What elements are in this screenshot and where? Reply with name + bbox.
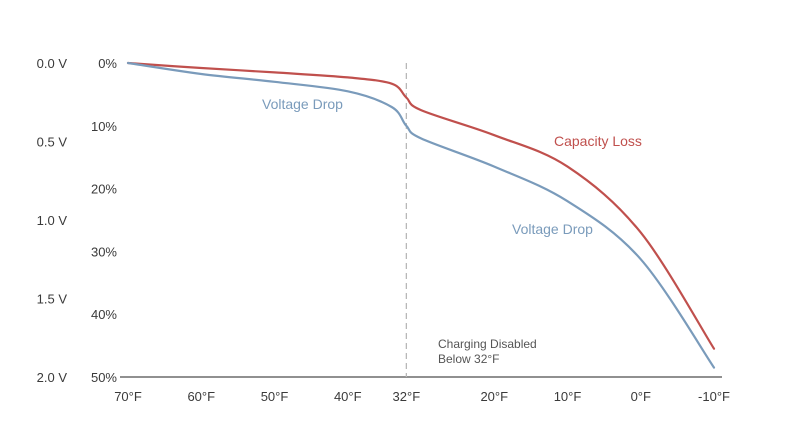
- x-tick-label: 20°F: [480, 389, 508, 404]
- right-axis-ticks: 0% 10% 20% 30% 40% 50%: [91, 56, 117, 385]
- x-tick-label: -10°F: [698, 389, 730, 404]
- capacity-loss-line: [126, 61, 716, 350]
- right-tick-label: 50%: [91, 370, 117, 385]
- right-tick-label: 40%: [91, 307, 117, 322]
- voltage-drop-label-upper: Voltage Drop: [262, 96, 343, 112]
- left-tick-label: 2.0 V: [37, 370, 68, 385]
- left-tick-label: 1.5 V: [37, 292, 68, 307]
- x-tick-label: 10°F: [554, 389, 582, 404]
- left-tick-label: 0.0 V: [37, 56, 68, 71]
- x-tick-label: 70°F: [114, 389, 142, 404]
- capacity-loss-label: Capacity Loss: [554, 133, 642, 149]
- x-tick-label: 40°F: [334, 389, 362, 404]
- series-lines: [126, 61, 716, 369]
- left-tick-label: 0.5 V: [37, 135, 68, 150]
- x-axis-ticks: 70°F 60°F 50°F 40°F 32°F 20°F 10°F 0°F -10°F: [114, 389, 730, 404]
- x-tick-label: 60°F: [187, 389, 215, 404]
- right-tick-label: 20%: [91, 182, 117, 197]
- right-tick-label: 30%: [91, 244, 117, 259]
- right-tick-label: 10%: [91, 119, 117, 134]
- x-tick-label: 50°F: [261, 389, 289, 404]
- left-tick-label: 1.0 V: [37, 213, 68, 228]
- x-tick-label: 32°F: [393, 389, 421, 404]
- right-tick-label: 0%: [98, 56, 117, 71]
- annotation-line1: Charging Disabled: [438, 337, 537, 351]
- voltage-drop-label-lower: Voltage Drop: [512, 221, 593, 237]
- x-tick-label: 0°F: [631, 389, 651, 404]
- left-axis-ticks: 0.0 V 0.5 V 1.0 V 1.5 V 2.0 V: [37, 56, 68, 385]
- voltage-drop-line: [126, 61, 716, 369]
- annotation-line2: Below 32°F: [438, 352, 500, 366]
